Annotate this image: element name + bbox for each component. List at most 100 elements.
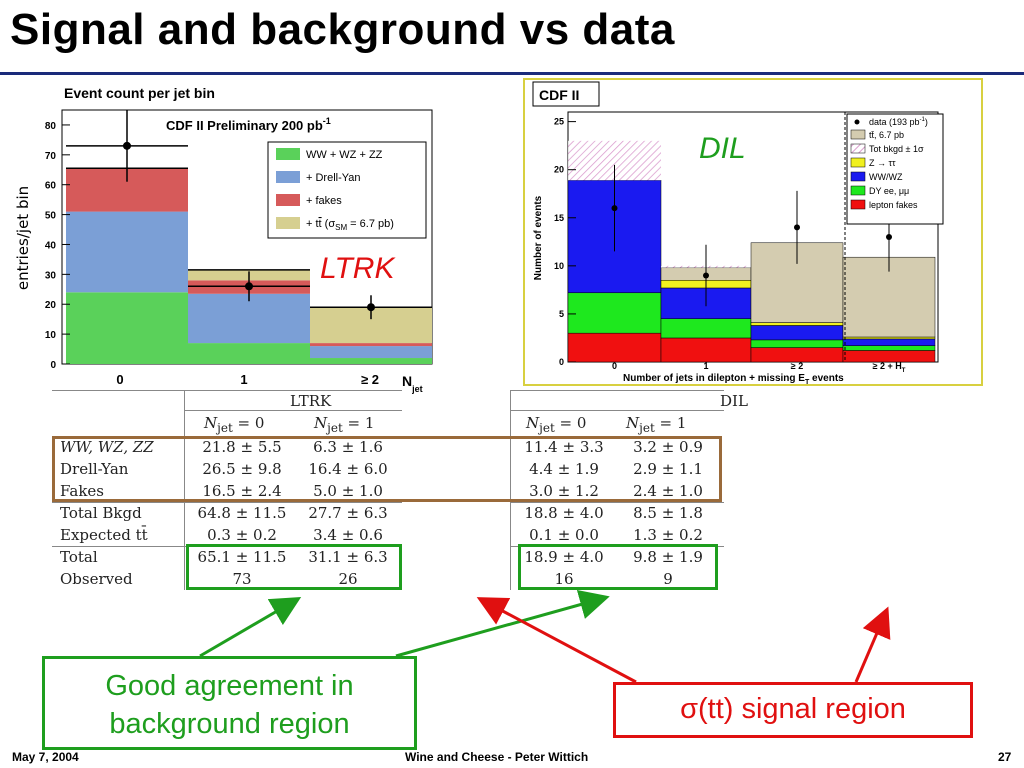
dil-cell-0-1: 3.2 ± 0.9	[633, 438, 703, 456]
dil-legend-swatch-fk	[850, 199, 866, 210]
ltrk-ytick-label-7: 70	[45, 151, 57, 162]
title-rule	[0, 72, 1024, 75]
ltrk-data-points	[66, 110, 432, 320]
dil-cell-3-1: 8.5 ± 1.8	[633, 504, 703, 522]
dil-legend-dy: DY ee, μμ	[869, 186, 909, 196]
ltrk-bar-2-series-0	[310, 358, 432, 364]
ltrk-bar-0-series-1	[66, 211, 188, 293]
dil-bar-1-series-0	[660, 337, 752, 363]
ltrk-legend-swatch-tt	[276, 217, 300, 229]
ltrk-cell-4-1: 3.4 ± 0.6	[313, 526, 383, 544]
dil-cell-4-1: 1.3 ± 0.2	[633, 526, 703, 544]
dil-ytick-label-5: 25	[554, 117, 564, 127]
ltrk-ytick-label-3: 30	[45, 270, 57, 281]
good-agreement-line-2: background region	[109, 708, 350, 740]
ltrk-chart-title: Event count per jet bin	[64, 85, 215, 101]
dil-col-1-header: Njet = 1	[626, 414, 687, 435]
dil-x-axis-label: Number of jets in dilepton + missing ET …	[623, 373, 844, 386]
ltrk-y-ticks: 0 10 20 30 40 50 60 70 80	[45, 121, 70, 371]
dil-ytick-label-0: 0	[559, 357, 564, 367]
ltrk-cell-4-0: 0.3 ± 0.2	[207, 526, 277, 544]
dil-data-points	[611, 164, 892, 307]
dil-legend-swatch-dy	[850, 185, 866, 196]
dil-cell-3-0: 18.8 ± 4.0	[524, 504, 604, 522]
dil-cell-1-1: 2.9 ± 1.1	[633, 460, 703, 478]
arrow-to-ltrk-chart	[476, 597, 637, 684]
slide-title: Signal and background vs data	[10, 5, 675, 54]
ltrk-region-label: LTRK	[320, 252, 396, 285]
ltrk-x-axis-label: Njet	[402, 373, 423, 394]
dil-cell-0-0: 11.4 ± 3.3	[524, 438, 604, 456]
dil-table-subheader-rule	[510, 410, 724, 411]
footer-talk: Wine and Cheese - Peter Wittich	[405, 750, 589, 764]
ltrk-xtick-label-1: 1	[240, 372, 247, 387]
dil-data-point-3	[886, 234, 892, 240]
arrow-to-dil-box	[395, 589, 610, 658]
dil-chart: CDF II 0 5 10 15 20 25 0 1 ≥ 2 ≥ 2 + HT Number o…	[523, 78, 983, 386]
ltrk-ytick-label-5: 50	[45, 211, 57, 222]
dil-legend-marker-data	[854, 119, 860, 125]
dil-cell-5-1: 9.8 ± 1.9	[633, 548, 703, 566]
dil-cell-6-1: 9	[663, 570, 673, 588]
dil-ytick-label-4: 20	[554, 165, 564, 175]
ltrk-bars	[66, 167, 432, 364]
ltrk-row-label-5: Total	[60, 548, 98, 566]
dil-xtick-label-3: ≥ 2 + HT	[873, 361, 906, 374]
ltrk-chart: Event count per jet bin 0102030405060708…	[14, 85, 433, 394]
sigma-symbol: σ	[680, 693, 698, 725]
dil-legend-tot: Tot bkgd ± 1σ	[869, 144, 924, 154]
arrow-to-dil-chart	[854, 606, 891, 683]
dil-legend-swatch-tt	[850, 129, 866, 140]
ltrk-legend-swatch-dy	[276, 171, 300, 183]
signal-region-text: (tt) signal region	[697, 693, 906, 725]
dil-row-rule-3	[510, 502, 724, 503]
ltrk-table-header: LTRK	[290, 392, 332, 410]
dil-cell-6-0: 16	[554, 570, 574, 588]
ltrk-col-0-header: Njet = 0	[204, 414, 265, 435]
dil-xtick-label-0: 0	[612, 361, 617, 371]
ltrk-row-label-0: WW, WZ, ZZ	[60, 438, 154, 456]
dil-chart-title: CDF II	[539, 87, 579, 103]
ltrk-bar-0-series-0	[66, 292, 188, 364]
ltrk-ytick-label-4: 40	[45, 240, 57, 251]
dil-signal-box	[518, 544, 718, 590]
ltrk-legend-fk: + fakes	[306, 195, 342, 207]
ltrk-x-ticks: 0 1 ≥ 2	[116, 372, 379, 387]
dil-legend-swatch-z	[850, 157, 866, 168]
ltrk-bar-2-series-2	[310, 343, 432, 347]
ltrk-legend-tt: + tt (σSM = 6.7 pb)	[306, 218, 394, 232]
ltrk-cell-5-0: 65.1 ± 11.5	[197, 548, 287, 566]
ltrk-legend: WW + WZ + ZZ + Drell-Yan + fakes + tt (σ…	[267, 141, 427, 239]
ltrk-cell-5-1: 31.1 ± 6.3	[308, 548, 388, 566]
ltrk-signal-box	[186, 544, 402, 590]
good-agreement-line-1: Good agreement in	[105, 670, 354, 702]
dil-xtick-label-2: ≥ 2	[791, 361, 803, 371]
dil-cell-4-0: 0.1 ± 0.0	[529, 526, 599, 544]
arrow-to-ltrk-box	[199, 596, 302, 658]
dil-ytick-label-2: 10	[554, 261, 564, 271]
ltrk-ytick-label-6: 60	[45, 181, 57, 192]
ltrk-col-1-header: Njet = 1	[314, 414, 375, 435]
ltrk-cell-3-1: 27.7 ± 6.3	[308, 504, 388, 522]
signal-region-callout: σ(tt) signal region	[613, 682, 973, 738]
ltrk-row-label-4: Expected tt̄	[60, 526, 148, 544]
dil-table-header-rule	[510, 390, 724, 391]
ltrk-cell-3-0: 64.8 ± 11.5	[197, 504, 287, 522]
dil-legend-z: Z → ττ	[869, 158, 896, 168]
background-region-box	[52, 436, 722, 502]
ltrk-cell-2-1: 5.0 ± 1.0	[313, 482, 383, 500]
dil-data-point-2	[794, 224, 800, 231]
ltrk-legend-ww: WW + WZ + ZZ	[306, 149, 383, 161]
ltrk-y-axis-label: entries/jet bin	[14, 186, 32, 290]
ltrk-inner-title: CDF II Preliminary 200 pb-1	[166, 116, 331, 133]
ltrk-bar-1-series-0	[188, 343, 310, 364]
ltrk-cell-6-0: 73	[232, 570, 252, 588]
dil-cell-5-0: 18.9 ± 4.0	[524, 548, 604, 566]
dil-region-label: DIL	[699, 132, 746, 165]
dil-table-col-divider	[510, 390, 511, 590]
dil-legend-swatch-ww	[850, 171, 866, 182]
ltrk-cell-1-0: 26.5 ± 9.8	[202, 460, 282, 478]
ltrk-bar-2-series-1	[310, 346, 432, 359]
ltrk-ytick-label-8: 80	[45, 121, 57, 132]
